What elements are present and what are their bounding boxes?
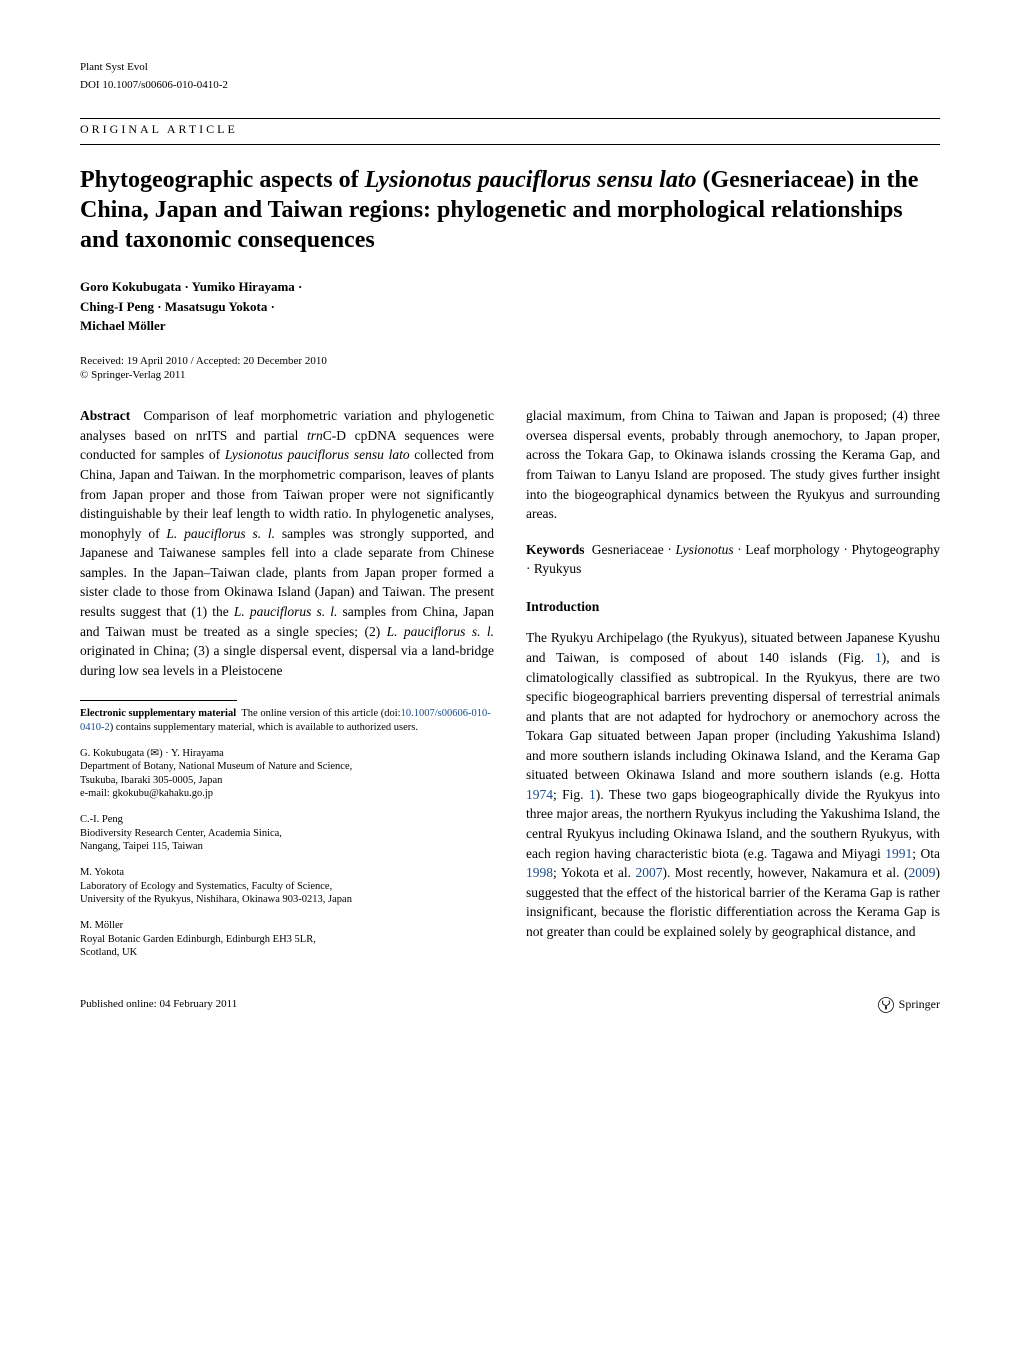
- supplementary-text-2: ) contains supplementary material, which…: [110, 722, 418, 733]
- affiliation-4: M. Möller Royal Botanic Garden Edinburgh…: [80, 919, 494, 960]
- cite-tagawa[interactable]: 1991: [885, 846, 912, 861]
- supplementary-note: Electronic supplementary material The on…: [80, 707, 494, 734]
- rule-top: [80, 118, 940, 119]
- keywords-line: Keywords Gesneriaceae · Lysionotus · Lea…: [526, 540, 940, 579]
- publisher-logo: Springer: [877, 996, 940, 1014]
- publisher-name: Springer: [899, 996, 940, 1013]
- cite-hotta[interactable]: 1974: [526, 787, 553, 802]
- abstract-continued: glacial maximum, from China to Taiwan an…: [526, 406, 940, 523]
- cite-ota[interactable]: 1998: [526, 865, 553, 880]
- supplementary-text-1: The online version of this article (doi:: [241, 708, 400, 719]
- aff-line: Royal Botanic Garden Edinburgh, Edinburg…: [80, 933, 494, 947]
- copyright: © Springer-Verlag 2011: [80, 368, 940, 382]
- aff-authors: C.-I. Peng: [80, 813, 494, 827]
- article-type: ORIGINAL ARTICLE: [80, 121, 940, 138]
- introduction-paragraph: The Ryukyu Archipelago (the Ryukyus), si…: [526, 628, 940, 941]
- aff-line: Nangang, Taipei 115, Taiwan: [80, 840, 494, 854]
- left-column: Abstract Comparison of leaf morphometric…: [80, 406, 494, 959]
- introduction-heading: Introduction: [526, 597, 940, 617]
- aff-line: Laboratory of Ecology and Systematics, F…: [80, 880, 494, 894]
- title-part-1: Phytogeographic aspects of: [80, 167, 365, 193]
- affiliation-3: M. Yokota Laboratory of Ecology and Syst…: [80, 866, 494, 907]
- cite-nakamura[interactable]: 2009: [908, 865, 935, 880]
- published-online: Published online: 04 February 2011: [80, 997, 237, 1013]
- springer-icon: [877, 996, 895, 1014]
- page-footer: Published online: 04 February 2011 Sprin…: [80, 996, 940, 1014]
- supplementary-label: Electronic supplementary material: [80, 708, 236, 719]
- cite-yokota[interactable]: 2007: [636, 865, 663, 880]
- affiliation-2: C.-I. Peng Biodiversity Research Center,…: [80, 813, 494, 854]
- dates-block: Received: 19 April 2010 / Accepted: 20 D…: [80, 354, 940, 383]
- abstract-paragraph: Abstract Comparison of leaf morphometric…: [80, 406, 494, 680]
- aff-line: University of the Ryukyus, Nishihara, Ok…: [80, 893, 494, 907]
- keywords-label: Keywords: [526, 542, 585, 557]
- author-list: Goro Kokubugata · Yumiko Hirayama · Chin…: [80, 277, 940, 336]
- article-title: Phytogeographic aspects of Lysionotus pa…: [80, 165, 940, 255]
- aff-line: Tsukuba, Ibaraki 305-0005, Japan: [80, 774, 494, 788]
- aff-line: Scotland, UK: [80, 946, 494, 960]
- two-column-body: Abstract Comparison of leaf morphometric…: [80, 406, 940, 959]
- received-accepted: Received: 19 April 2010 / Accepted: 20 D…: [80, 354, 940, 368]
- aff-line: Department of Botany, National Museum of…: [80, 760, 494, 774]
- envelope-icon: ✉: [150, 747, 159, 759]
- aff-authors: M. Yokota: [80, 866, 494, 880]
- doi-prefix: DOI: [80, 79, 100, 91]
- title-part-italic: Lysionotus pauciflorus sensu lato: [365, 167, 697, 193]
- supplementary-rule: [80, 700, 237, 701]
- affiliation-1: G. Kokubugata (✉) · Y. Hirayama Departme…: [80, 747, 494, 802]
- fig-ref-1b[interactable]: 1: [589, 787, 596, 802]
- rule-thin: [80, 144, 940, 145]
- aff-line: Biodiversity Research Center, Academia S…: [80, 827, 494, 841]
- right-column: glacial maximum, from China to Taiwan an…: [526, 406, 940, 959]
- abstract-label: Abstract: [80, 408, 130, 423]
- doi-value: 10.1007/s00606-010-0410-2: [102, 79, 228, 91]
- aff-authors: G. Kokubugata (✉) · Y. Hirayama: [80, 747, 494, 761]
- aff-line: e-mail: gkokubu@kahaku.go.jp: [80, 787, 494, 801]
- fig-ref-1[interactable]: 1: [875, 650, 882, 665]
- doi-line: DOI 10.1007/s00606-010-0410-2: [80, 78, 940, 94]
- journal-name: Plant Syst Evol: [80, 60, 940, 76]
- aff-authors: M. Möller: [80, 919, 494, 933]
